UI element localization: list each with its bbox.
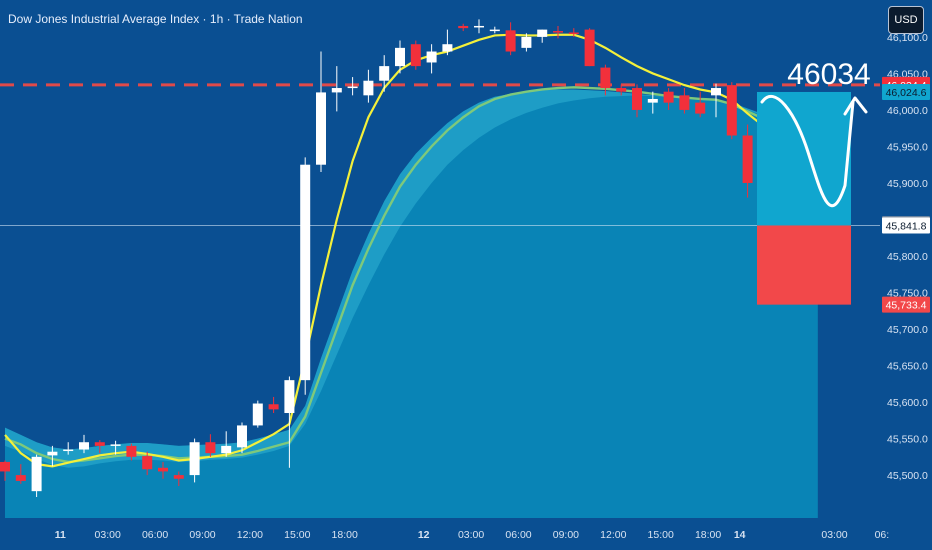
candle-body[interactable] xyxy=(442,44,453,52)
candle-body[interactable] xyxy=(31,456,42,492)
projection-arrow-icon xyxy=(843,96,868,116)
candle-body[interactable] xyxy=(410,44,421,67)
price-label-badge: 46,024.6 xyxy=(882,83,930,100)
ema-fast-line xyxy=(4,33,812,468)
candle-body[interactable] xyxy=(300,164,311,381)
x-tick-label: 11 xyxy=(55,529,66,541)
x-tick-label: 15:00 xyxy=(648,529,674,541)
candle-body[interactable] xyxy=(726,85,737,136)
candle-body[interactable] xyxy=(679,95,690,110)
price-badge-bg xyxy=(882,83,930,100)
candle-body[interactable] xyxy=(553,31,563,33)
candle-body[interactable] xyxy=(347,86,358,89)
candle-body[interactable] xyxy=(221,445,232,454)
y-tick-label: 45,950.0 xyxy=(887,141,928,153)
x-tick-label: 03:00 xyxy=(458,529,484,541)
candle-body[interactable] xyxy=(742,135,753,183)
candle-body[interactable] xyxy=(647,98,658,103)
x-tick-label: 09:00 xyxy=(553,529,579,541)
price-badge-text: 45,841.8 xyxy=(886,220,927,232)
target-zone-box[interactable] xyxy=(757,91,851,226)
candle-body[interactable] xyxy=(173,475,184,479)
candle-body[interactable] xyxy=(363,80,374,96)
projection-wave xyxy=(760,94,855,208)
time-axis[interactable]: 11 03:00 06:00 09:00 12:00 15:00 18:00 12 03:00 0… xyxy=(55,529,889,541)
y-tick-label: 45,700.0 xyxy=(887,324,928,336)
currency-button[interactable]: USD xyxy=(888,6,924,34)
candle-body[interactable] xyxy=(189,442,200,476)
candle-body[interactable] xyxy=(331,88,342,93)
price-badge-text: 46,024.6 xyxy=(886,87,927,99)
candle-body[interactable] xyxy=(584,29,595,67)
candle-body[interactable] xyxy=(426,51,437,63)
candle-body[interactable] xyxy=(568,32,579,35)
candle-body[interactable] xyxy=(94,442,105,446)
candle-body[interactable] xyxy=(395,47,405,67)
candle-body[interactable] xyxy=(142,456,153,470)
candle-body[interactable] xyxy=(237,425,247,448)
candle-body[interactable] xyxy=(63,449,74,452)
candle-body[interactable] xyxy=(505,30,516,52)
candle-body[interactable] xyxy=(711,88,721,96)
candle-body[interactable] xyxy=(474,25,484,28)
y-tick-label: 45,800.0 xyxy=(887,251,928,263)
x-tick-label: 09:00 xyxy=(189,529,215,541)
candle-body[interactable] xyxy=(268,404,279,410)
x-tick-label: 06:00 xyxy=(505,529,531,541)
band-ribbon xyxy=(5,89,811,468)
price-badge-bg xyxy=(882,296,930,313)
candle-body[interactable] xyxy=(616,88,627,92)
candle-body[interactable] xyxy=(600,67,611,89)
y-tick-label: 45,750.0 xyxy=(887,288,928,300)
candle-body[interactable] xyxy=(126,445,137,457)
candle-body[interactable] xyxy=(15,475,26,481)
price-label-badge: 45,841.8 xyxy=(882,217,930,234)
candle-body[interactable] xyxy=(458,25,469,29)
candle-body[interactable] xyxy=(537,29,548,37)
stop-zone-box[interactable] xyxy=(757,225,851,305)
x-tick-label: 12:00 xyxy=(237,529,263,541)
price-label-badge: 45,733.4 xyxy=(882,296,930,313)
y-tick-label: 45,900.0 xyxy=(887,178,928,190)
y-tick-label: 45,650.0 xyxy=(887,361,928,373)
candle-body[interactable] xyxy=(521,36,532,48)
x-tick-label: 12:00 xyxy=(600,529,626,541)
candle-body[interactable] xyxy=(663,91,674,103)
x-tick-label: 03:00 xyxy=(95,529,121,541)
candle-body[interactable] xyxy=(158,467,168,472)
candle-body[interactable] xyxy=(379,66,390,81)
price-badge-text: 45,733.4 xyxy=(886,300,927,312)
candle-body[interactable] xyxy=(110,444,121,446)
target-annotation: 46034 xyxy=(787,58,870,91)
x-tick-label: 18:00 xyxy=(695,529,721,541)
x-tick-label: 18:00 xyxy=(332,529,358,541)
y-tick-label: 45,600.0 xyxy=(887,397,928,409)
candle-body[interactable] xyxy=(316,92,326,165)
x-tick-label: 06:00 xyxy=(142,529,168,541)
x-tick-label: 15:00 xyxy=(284,529,310,541)
candle-body[interactable] xyxy=(205,442,216,454)
chart-title: Dow Jones Industrial Average Index · 1h … xyxy=(8,12,303,26)
y-tick-label: 46,000.0 xyxy=(887,105,928,117)
candle-body[interactable] xyxy=(284,380,295,414)
price-badge-bg xyxy=(882,217,930,234)
candle-body[interactable] xyxy=(489,29,500,32)
band-area xyxy=(5,89,818,518)
candle-body[interactable] xyxy=(79,442,89,450)
candle-body[interactable] xyxy=(47,451,58,456)
y-tick-label: 45,500.0 xyxy=(887,470,928,482)
ema-slow-line xyxy=(4,86,812,464)
candle-body[interactable] xyxy=(252,403,263,426)
candle-body[interactable] xyxy=(632,88,642,110)
candle-body[interactable] xyxy=(695,102,706,114)
x-tick-label: 03:00 xyxy=(821,529,847,541)
x-tick-label: 14 xyxy=(734,529,746,541)
x-tick-label: 12 xyxy=(418,529,430,541)
x-tick-label: 06: xyxy=(875,529,890,541)
y-tick-label: 46,100.0 xyxy=(887,32,928,44)
y-tick-label: 45,550.0 xyxy=(887,434,928,446)
candle-body[interactable] xyxy=(0,461,10,472)
